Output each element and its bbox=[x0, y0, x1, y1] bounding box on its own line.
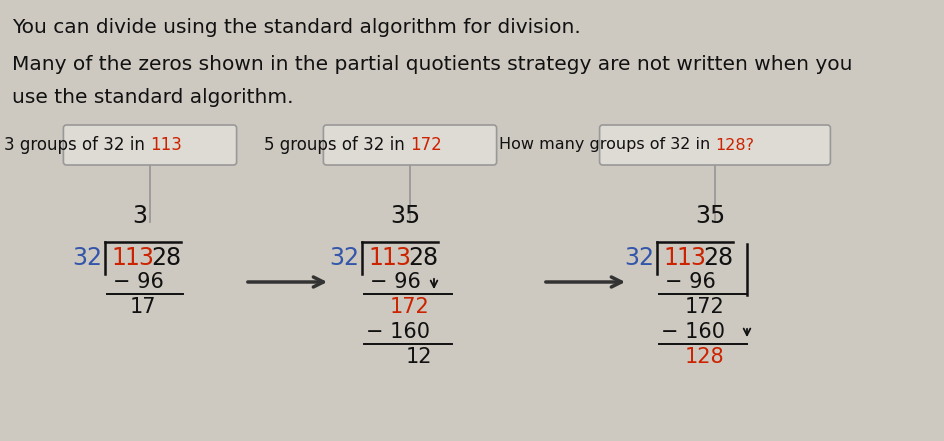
Text: 1: 1 bbox=[368, 246, 383, 270]
Text: 3: 3 bbox=[690, 246, 705, 270]
Text: 1: 1 bbox=[111, 246, 126, 270]
Text: 17: 17 bbox=[130, 297, 157, 317]
Text: − 160: − 160 bbox=[661, 322, 725, 342]
Text: 35: 35 bbox=[695, 204, 725, 228]
Text: 3: 3 bbox=[132, 204, 147, 228]
Text: 172: 172 bbox=[410, 136, 442, 154]
Text: 1: 1 bbox=[663, 246, 678, 270]
Text: 3: 3 bbox=[138, 246, 153, 270]
Text: Many of the zeros shown in the partial quotients strategy are not written when y: Many of the zeros shown in the partial q… bbox=[12, 55, 852, 74]
Text: 113: 113 bbox=[150, 136, 182, 154]
Text: 32: 32 bbox=[72, 246, 102, 270]
Text: 172: 172 bbox=[685, 297, 725, 317]
Text: 8: 8 bbox=[717, 246, 733, 270]
Text: use the standard algorithm.: use the standard algorithm. bbox=[12, 88, 294, 107]
FancyBboxPatch shape bbox=[599, 125, 831, 165]
FancyBboxPatch shape bbox=[324, 125, 497, 165]
Text: 172: 172 bbox=[390, 297, 430, 317]
Text: − 96: − 96 bbox=[113, 272, 164, 292]
Text: 3 groups of 32 in: 3 groups of 32 in bbox=[4, 136, 150, 154]
Text: 32: 32 bbox=[624, 246, 654, 270]
Text: − 160: − 160 bbox=[366, 322, 430, 342]
Text: 5 groups of 32 in: 5 groups of 32 in bbox=[264, 136, 410, 154]
Text: 8: 8 bbox=[165, 246, 180, 270]
Text: 1: 1 bbox=[677, 246, 691, 270]
Text: 3: 3 bbox=[395, 246, 410, 270]
Text: 8: 8 bbox=[422, 246, 437, 270]
Text: 35: 35 bbox=[390, 204, 420, 228]
Text: 32: 32 bbox=[329, 246, 359, 270]
Text: How many groups of 32 in: How many groups of 32 in bbox=[498, 138, 715, 153]
Text: 12: 12 bbox=[406, 347, 432, 367]
FancyBboxPatch shape bbox=[63, 125, 237, 165]
Text: − 96: − 96 bbox=[370, 272, 421, 292]
Text: 128?: 128? bbox=[715, 138, 754, 153]
Text: 2: 2 bbox=[409, 246, 424, 270]
Text: 128: 128 bbox=[685, 347, 725, 367]
Text: You can divide using the standard algorithm for division.: You can divide using the standard algori… bbox=[12, 18, 581, 37]
Text: 1: 1 bbox=[125, 246, 140, 270]
Text: − 96: − 96 bbox=[665, 272, 716, 292]
Text: 2: 2 bbox=[703, 246, 718, 270]
Text: 1: 1 bbox=[381, 246, 396, 270]
Text: 2: 2 bbox=[151, 246, 166, 270]
